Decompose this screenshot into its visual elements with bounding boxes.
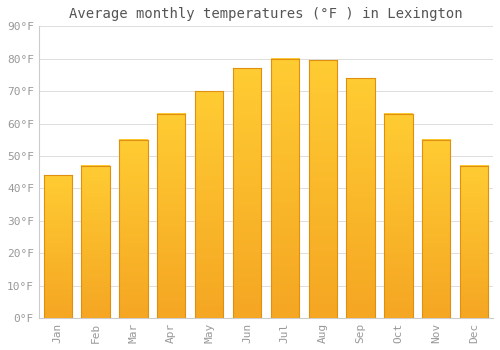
Bar (384, 114, 412, 318)
Title: Average monthly temperatures (°F ) in Lexington: Average monthly temperatures (°F ) in Le… (69, 7, 462, 21)
Bar (82, 166, 110, 318)
Bar (119, 140, 148, 318)
Bar (422, 140, 450, 318)
Bar (270, 59, 299, 318)
Bar (460, 166, 488, 318)
Bar (157, 114, 186, 318)
Bar (233, 68, 261, 318)
Bar (346, 78, 375, 318)
Bar (308, 60, 337, 318)
Bar (195, 91, 224, 318)
Bar (44, 175, 72, 318)
